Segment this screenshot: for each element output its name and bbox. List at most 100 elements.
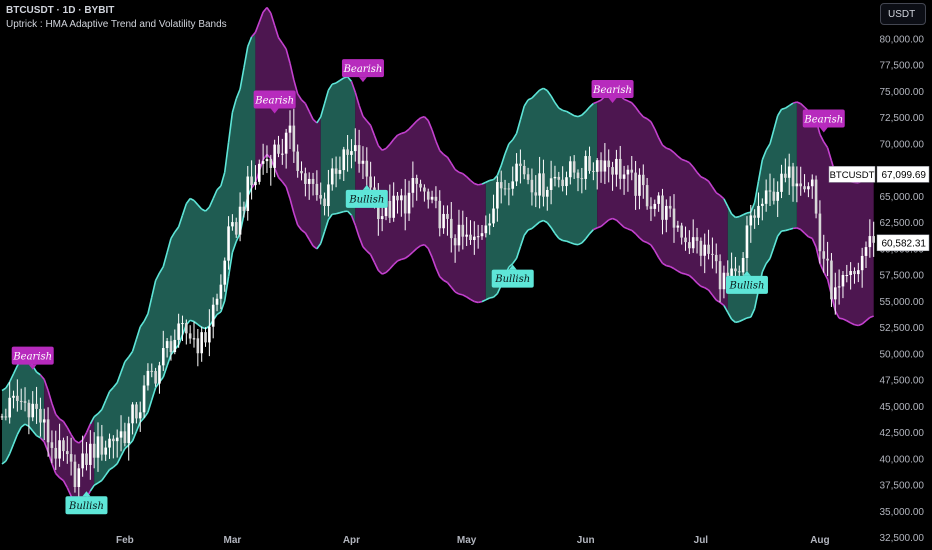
- candle-body: [185, 323, 188, 334]
- x-tick-label: Jun: [577, 535, 595, 546]
- lower-band-segment: [89, 484, 95, 492]
- lower-band-segment: [227, 252, 234, 277]
- candle-body: [768, 190, 772, 192]
- lower-band-segment: [696, 282, 702, 287]
- upper-band-segment: [788, 102, 794, 107]
- y-tick-label: 80,000.00: [880, 34, 925, 45]
- upper-band-segment: [154, 272, 161, 281]
- lower-band-segment: [477, 300, 483, 304]
- lower-band-segment: [562, 239, 567, 242]
- candle-body: [315, 183, 319, 196]
- candle-body: [845, 275, 849, 277]
- upper-band-segment: [170, 231, 176, 239]
- candle-body: [131, 404, 134, 424]
- upper-band-segment: [116, 371, 122, 383]
- currency-selector[interactable]: USDT: [880, 3, 926, 25]
- price-axis[interactable]: 32,500.00 35,000.00 37,500.00 40,000.00 42,5…: [880, 34, 925, 544]
- lower-band-segment: [150, 387, 157, 401]
- time-axis[interactable]: Feb Mar Apr May Jun Jul Aug: [116, 535, 830, 546]
- candle-body: [69, 454, 73, 462]
- upper-band-segment: [738, 214, 744, 218]
- lower-band-segment: [666, 264, 671, 268]
- lower-band-segment: [450, 286, 456, 293]
- upper-band-segment: [826, 147, 833, 161]
- lower-band-segment: [588, 229, 594, 235]
- candle-body: [542, 173, 545, 197]
- candle-body: [857, 270, 860, 275]
- lower-band-segment: [59, 477, 64, 482]
- indicator-title[interactable]: Uptrick : HMA Adaptive Trend and Volatil…: [6, 19, 227, 30]
- candle-body: [461, 224, 465, 237]
- upper-band-segment: [715, 192, 721, 197]
- upper-band-segment: [220, 172, 226, 187]
- symbol-title[interactable]: BTCUSDT · 1D · BYBIT: [6, 5, 115, 16]
- lower-band-segment: [201, 326, 206, 330]
- upper-band-segment: [166, 238, 172, 253]
- candle-body: [803, 186, 806, 190]
- candle-body: [634, 172, 637, 196]
- upper-band-segment: [677, 155, 683, 161]
- label-pointer: [270, 108, 279, 114]
- lower-band-segment: [124, 444, 130, 450]
- lower-band-segment: [669, 265, 675, 270]
- upper-band-segment: [89, 416, 95, 425]
- lower-band-segment: [458, 293, 463, 296]
- candle-body: [684, 237, 687, 243]
- lower-band-segment: [97, 479, 103, 484]
- upper-band-segment: [431, 129, 437, 142]
- candle-body: [192, 338, 196, 340]
- candle-body: [830, 260, 833, 300]
- candle-body: [595, 160, 599, 172]
- candle-body: [319, 195, 323, 199]
- y-tick-label: 37,500.00: [880, 481, 925, 492]
- upper-band-segment: [323, 89, 330, 104]
- upper-band-segment: [646, 118, 652, 123]
- candle-body: [246, 176, 250, 211]
- candle-body: [449, 218, 453, 239]
- candle-body: [707, 244, 710, 254]
- lower-band-segment: [281, 181, 287, 188]
- candle-body: [85, 453, 88, 465]
- upper-band-segment: [588, 102, 594, 108]
- upper-band-segment: [423, 116, 429, 122]
- candle-body: [173, 339, 177, 353]
- label-text: Bullish: [348, 194, 384, 205]
- lower-band-segment: [581, 238, 587, 244]
- lower-band-segment: [531, 224, 537, 230]
- symbol-tag-box: [828, 166, 876, 183]
- candle-body: [127, 423, 131, 444]
- lower-band-segment: [654, 250, 660, 258]
- candle-body: [784, 173, 787, 178]
- candle-body: [718, 261, 722, 290]
- candle-body: [181, 323, 184, 325]
- upper-band-segment: [319, 103, 326, 118]
- label-box: [253, 90, 296, 109]
- upper-band-segment: [623, 98, 629, 102]
- label-text: Bullish: [494, 274, 530, 285]
- candle-body: [353, 145, 357, 152]
- lower-band-segment: [650, 244, 656, 252]
- candle-body: [434, 196, 438, 201]
- upper-band-segment: [577, 114, 583, 118]
- upper-band-segment: [581, 110, 587, 116]
- upper-band-segment: [158, 266, 164, 274]
- label-box: [591, 80, 634, 99]
- candle-body: [730, 268, 733, 277]
- lower-band-segment: [327, 213, 333, 221]
- lower-band-segment: [600, 222, 606, 228]
- upper-band-segment: [262, 6, 268, 13]
- upper-band-segment: [469, 179, 475, 185]
- candle-body: [65, 451, 69, 455]
- y-tick-label: 77,500.00: [880, 61, 925, 72]
- x-tick-label: Feb: [116, 535, 134, 546]
- upper-band-segment: [273, 25, 280, 38]
- candle-body: [626, 169, 630, 175]
- candle-body: [772, 191, 776, 201]
- candle-body: [380, 216, 384, 220]
- upper-band-segment: [546, 90, 552, 97]
- candle-body: [96, 436, 100, 458]
- candle-body: [607, 160, 611, 168]
- candle-body: [142, 385, 146, 413]
- upper-band-segment: [450, 162, 456, 170]
